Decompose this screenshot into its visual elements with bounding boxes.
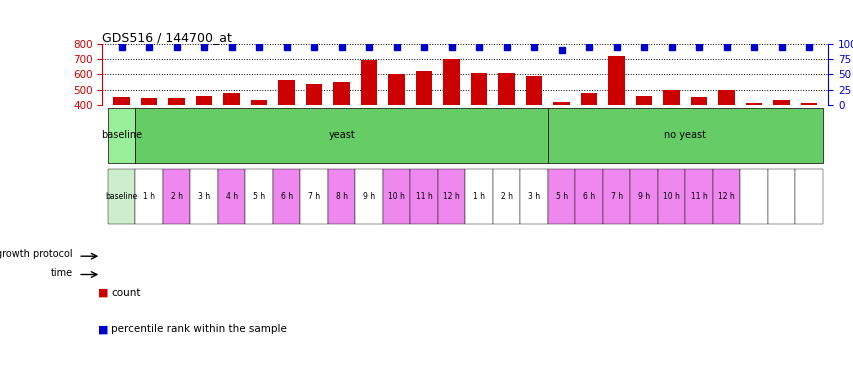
Text: 7 h: 7 h [308, 192, 320, 201]
Text: 11 h: 11 h [415, 192, 432, 201]
Bar [195, 96, 212, 105]
Bar [663, 90, 679, 105]
Text: 6 h: 6 h [583, 192, 595, 201]
Text: 6 h: 6 h [281, 192, 293, 201]
Text: count: count [111, 288, 141, 298]
Bar [525, 76, 542, 105]
Text: 2 h: 2 h [500, 192, 512, 201]
Bar [745, 102, 762, 105]
Bar [607, 56, 624, 105]
Bar [278, 80, 294, 105]
Text: ■: ■ [98, 288, 108, 298]
Bar [163, 169, 190, 224]
Bar [657, 169, 685, 224]
Text: 12 h: 12 h [443, 192, 460, 201]
Bar [168, 98, 185, 105]
Bar [602, 169, 630, 224]
Text: 5 h: 5 h [252, 192, 265, 201]
Bar [300, 169, 328, 224]
Text: 1 h: 1 h [473, 192, 485, 201]
Text: baseline: baseline [106, 192, 137, 201]
Bar [773, 100, 789, 105]
Bar [685, 169, 712, 224]
Bar [107, 169, 136, 224]
Text: 12 h: 12 h [717, 192, 734, 201]
Text: 7 h: 7 h [610, 192, 622, 201]
Bar [361, 60, 377, 105]
Bar [113, 97, 130, 105]
Text: percentile rank within the sample: percentile rank within the sample [111, 324, 287, 335]
Bar [273, 169, 300, 224]
Text: baseline: baseline [101, 130, 142, 141]
Bar [443, 59, 460, 105]
Bar [218, 169, 245, 224]
Bar [305, 84, 322, 105]
Bar [141, 98, 157, 105]
Bar [519, 169, 548, 224]
Bar [690, 97, 706, 105]
Text: yeast: yeast [328, 130, 355, 141]
Text: 8 h: 8 h [335, 192, 347, 201]
Bar [740, 169, 767, 224]
Bar [800, 103, 816, 105]
Text: 3 h: 3 h [198, 192, 210, 201]
Text: 3 h: 3 h [527, 192, 540, 201]
Bar [717, 90, 734, 105]
Bar [492, 169, 519, 224]
Bar [410, 169, 438, 224]
Bar [328, 169, 355, 224]
Bar [190, 169, 218, 224]
Bar [635, 96, 652, 105]
Text: 2 h: 2 h [171, 192, 183, 201]
Bar [575, 169, 602, 224]
Bar [498, 72, 514, 105]
Text: 9 h: 9 h [363, 192, 374, 201]
Bar [388, 74, 404, 105]
Bar [245, 169, 273, 224]
Bar [136, 108, 548, 163]
Text: no yeast: no yeast [664, 130, 705, 141]
Text: growth protocol: growth protocol [0, 249, 73, 259]
Text: 11 h: 11 h [690, 192, 706, 201]
Bar [470, 73, 487, 105]
Text: GDS516 / 144700_at: GDS516 / 144700_at [102, 31, 232, 44]
Bar [223, 93, 240, 105]
Bar [794, 169, 822, 224]
Text: 10 h: 10 h [663, 192, 679, 201]
Bar [630, 169, 657, 224]
Text: 5 h: 5 h [555, 192, 567, 201]
Bar [465, 169, 492, 224]
Text: 9 h: 9 h [637, 192, 649, 201]
Bar [415, 71, 432, 105]
Bar [333, 82, 350, 105]
Bar [548, 169, 575, 224]
Text: 10 h: 10 h [388, 192, 404, 201]
Bar [712, 169, 740, 224]
Text: 4 h: 4 h [225, 192, 237, 201]
Text: ■: ■ [98, 324, 108, 335]
Bar [136, 169, 163, 224]
Bar [355, 169, 382, 224]
Bar [553, 102, 569, 105]
Text: time: time [50, 268, 73, 278]
Bar [107, 108, 136, 163]
Bar [438, 169, 465, 224]
Bar [548, 108, 822, 163]
Text: 1 h: 1 h [143, 192, 155, 201]
Bar [251, 100, 267, 105]
Bar [580, 93, 597, 105]
Bar [382, 169, 410, 224]
Bar [767, 169, 794, 224]
